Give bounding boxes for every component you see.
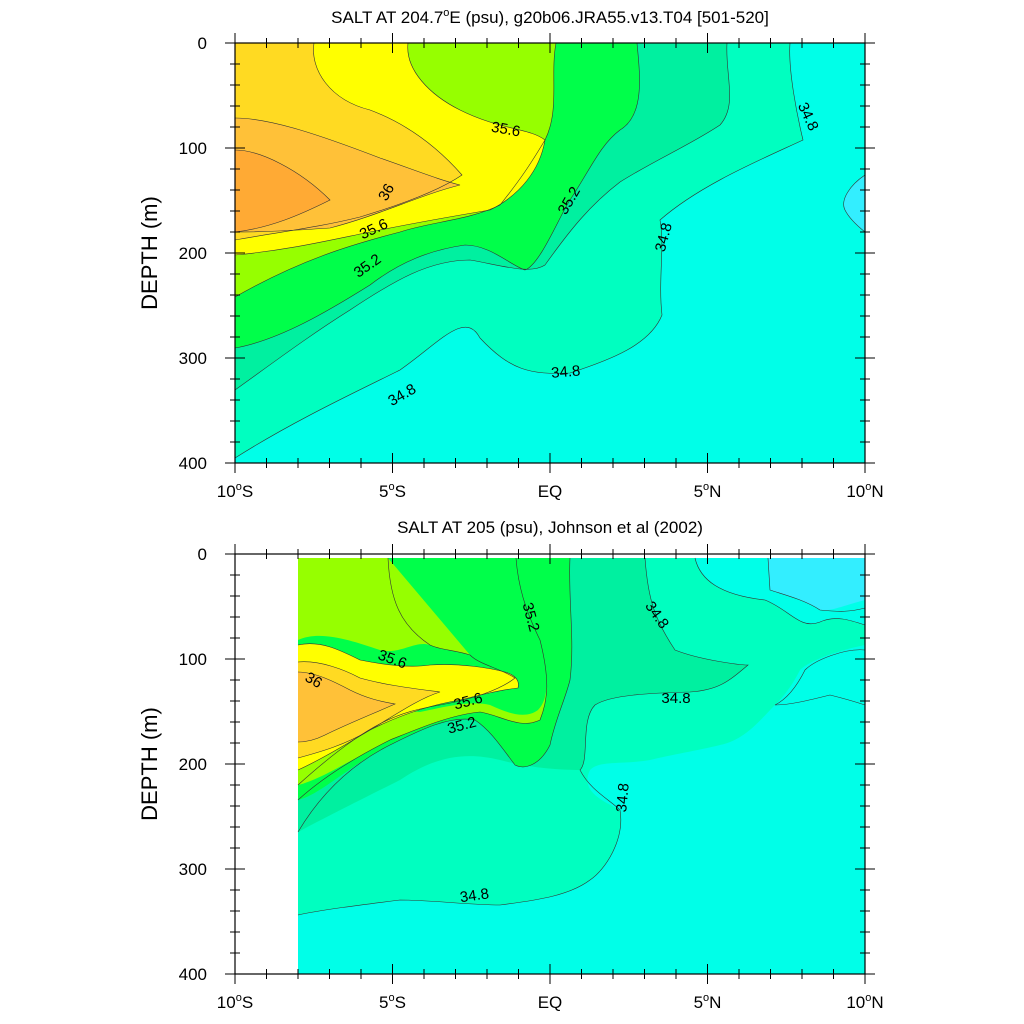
x-tick-label: EQ bbox=[538, 482, 563, 501]
contour-line-36.2 bbox=[234, 149, 331, 233]
contour-region-34.7-b bbox=[774, 649, 865, 708]
y-tick-label: 200 bbox=[179, 244, 207, 263]
contour-label: 35.2 bbox=[519, 601, 543, 634]
contour-line-34.8-top bbox=[694, 557, 866, 626]
panel-2-filled-contours bbox=[235, 558, 865, 974]
contour-region-34.6-patch bbox=[768, 558, 865, 611]
panel-2-title: SALT AT 205 (psu), Johnson et al (2002) bbox=[397, 518, 703, 537]
x-tick-label: 10oS bbox=[217, 481, 253, 501]
contour-region-36.0 bbox=[298, 672, 395, 742]
x-tick-label: 5oN bbox=[694, 481, 722, 501]
contour-line-36.0 bbox=[297, 671, 396, 743]
y-tick-label: 200 bbox=[179, 755, 207, 774]
contour-label: 36 bbox=[375, 181, 398, 204]
panel-2-contour-lines bbox=[297, 557, 866, 916]
y-axis-label: DEPTH (m) bbox=[137, 196, 162, 310]
contour-line-36.0 bbox=[234, 117, 461, 233]
y-tick-label: 0 bbox=[198, 545, 207, 564]
x-tick-label: 5oS bbox=[379, 992, 406, 1012]
contour-line-35.0 bbox=[297, 557, 573, 833]
contour-line-34.8 bbox=[297, 557, 749, 916]
contour-line-34.6 bbox=[767, 557, 866, 612]
contour-label: 36 bbox=[302, 669, 325, 692]
y-tick-label: 400 bbox=[179, 454, 207, 473]
contour-line-35.2 bbox=[297, 557, 548, 801]
y-tick-label: 0 bbox=[198, 34, 207, 53]
contour-line-34.6 bbox=[843, 174, 866, 233]
panel-2-axes: 0 100 200 300 400 10oS 5oS EQ 5oN 10oN DEPTH (m) bbox=[137, 544, 884, 1012]
y-axis-label: DEPTH (m) bbox=[137, 707, 162, 821]
panel-model: SALT AT 204.7oE (psu), g20b06.JRA55.v13.… bbox=[137, 7, 884, 501]
y-tick-label: 300 bbox=[179, 860, 207, 879]
panel-observations: SALT AT 205 (psu), Johnson et al (2002) bbox=[137, 518, 884, 1012]
contour-region-34.6-patch bbox=[843, 175, 865, 232]
contour-label: 35.2 bbox=[446, 714, 479, 738]
y-tick-label: 100 bbox=[179, 650, 207, 669]
x-tick-label: 10oN bbox=[846, 481, 883, 501]
panel-1-title: SALT AT 204.7oE (psu), g20b06.JRA55.v13.… bbox=[331, 7, 769, 27]
contour-label: 34.8 bbox=[551, 362, 582, 381]
contour-line-35.0 bbox=[234, 42, 730, 391]
contour-line-35.8 bbox=[297, 661, 441, 759]
panel-1-contour-lines bbox=[234, 42, 866, 459]
contour-region-36.2 bbox=[235, 150, 330, 232]
x-tick-label: EQ bbox=[538, 993, 563, 1012]
panel-1-axes: 0 100 200 300 400 10oS 5oS EQ 5oN 10oN DEPTH (m) bbox=[137, 33, 884, 501]
contour-line-35.8 bbox=[234, 42, 463, 241]
contour-label: 34.8 bbox=[613, 782, 632, 813]
x-tick-label: 10oS bbox=[217, 992, 253, 1012]
y-tick-label: 300 bbox=[179, 349, 207, 368]
contour-label: 35.6 bbox=[452, 689, 485, 713]
contour-line-35.2 bbox=[234, 42, 640, 349]
contour-line-34.7 bbox=[774, 649, 866, 706]
contour-region-34.7 bbox=[695, 558, 865, 625]
contour-label: 34.8 bbox=[459, 885, 490, 906]
contour-label: 34.8 bbox=[652, 221, 676, 254]
contour-line-35.6 bbox=[234, 42, 546, 256]
x-tick-label: 5oN bbox=[694, 992, 722, 1012]
panel-1-filled-contours bbox=[235, 43, 865, 463]
y-tick-label: 400 bbox=[179, 965, 207, 984]
contour-label: 34.8 bbox=[661, 690, 690, 707]
x-tick-label: 5oS bbox=[379, 481, 406, 501]
y-tick-label: 100 bbox=[179, 139, 207, 158]
contour-line-34.8 bbox=[234, 42, 804, 459]
x-tick-label: 10oN bbox=[846, 992, 883, 1012]
contour-label: 35.6 bbox=[490, 119, 522, 141]
no-data-region bbox=[235, 558, 298, 974]
